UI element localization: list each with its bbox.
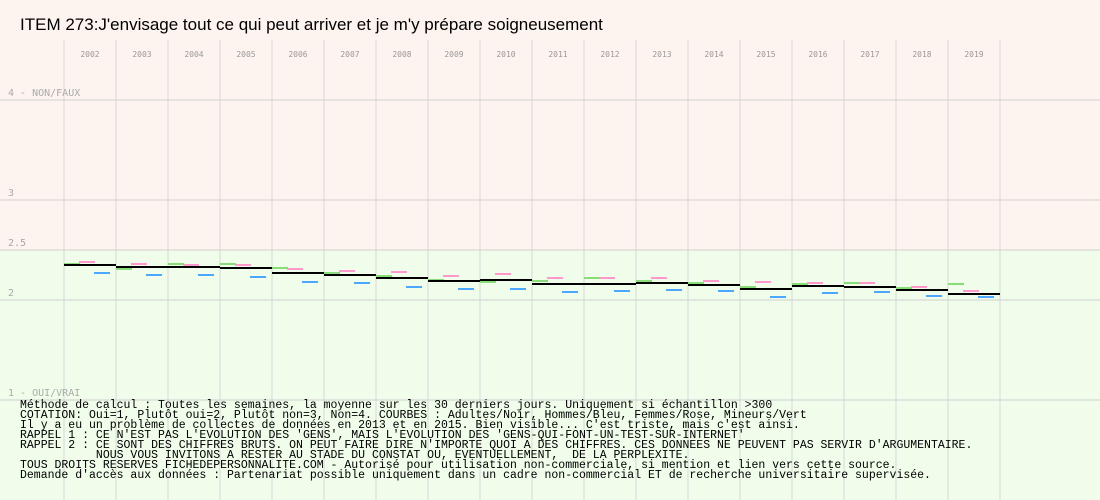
x-tick-label: 2012 bbox=[600, 50, 619, 59]
grid-lines bbox=[0, 40, 1100, 500]
y-tick-label: 4 - NON/FAUX bbox=[8, 88, 80, 99]
notes-block: Méthode de calcul : Toutes les semaines,… bbox=[20, 399, 1095, 482]
note-line: Demande d'accès aux données : Partenaria… bbox=[20, 469, 931, 482]
x-tick-label: 2008 bbox=[392, 50, 411, 59]
note-line: NOUS VOUS INVITONS A RESTER AU STADE DU … bbox=[20, 449, 690, 462]
zone-lower bbox=[0, 250, 1100, 500]
x-tick-label: 2003 bbox=[132, 50, 151, 59]
x-tick-label: 2013 bbox=[652, 50, 671, 59]
x-tick-label: 2002 bbox=[80, 50, 99, 59]
zone-upper bbox=[0, 0, 1100, 250]
y-tick-label: 3 bbox=[8, 188, 14, 199]
note-line: Il y a eu un problème de collectes de do… bbox=[20, 419, 800, 432]
x-tick-label: 2009 bbox=[444, 50, 463, 59]
y-tick-label: 1 - OUI/VRAI bbox=[8, 388, 80, 399]
x-tick-label: 2010 bbox=[496, 50, 515, 59]
note-line: RAPPEL 2 : CE SONT DES CHIFFRES BRUTS. O… bbox=[20, 439, 973, 452]
note-line: RAPPEL 1 : CE N'EST PAS L'EVOLUTION DES … bbox=[20, 429, 745, 442]
chart-marks bbox=[64, 261, 1000, 298]
y-tick-label: 2.5 bbox=[8, 238, 26, 249]
x-tick-label: 2015 bbox=[756, 50, 775, 59]
note-line: COTATION: Oui=1, Plutôt oui=2, Plutôt no… bbox=[20, 409, 807, 422]
x-tick-label: 2011 bbox=[548, 50, 567, 59]
x-tick-label: 2018 bbox=[912, 50, 931, 59]
x-tick-label: 2017 bbox=[860, 50, 879, 59]
note-line: Méthode de calcul : Toutes les semaines,… bbox=[20, 399, 773, 412]
y-axis-labels: 4 - NON/FAUX 3 2.5 2 1 - OUI/VRAI bbox=[8, 88, 80, 399]
y-tick-label: 2 bbox=[8, 288, 14, 299]
x-tick-label: 2004 bbox=[184, 50, 203, 59]
x-tick-label: 2007 bbox=[340, 50, 359, 59]
x-tick-label: 2014 bbox=[704, 50, 723, 59]
x-tick-label: 2006 bbox=[288, 50, 307, 59]
note-line: TOUS DROITS RESERVES FICHEDEPERSONNALITE… bbox=[20, 459, 897, 472]
x-tick-label: 2005 bbox=[236, 50, 255, 59]
chart-title: ITEM 273:J'envisage tout ce qui peut arr… bbox=[20, 15, 603, 34]
x-tick-label: 2019 bbox=[964, 50, 983, 59]
x-tick-label: 2016 bbox=[808, 50, 827, 59]
x-axis-labels: 2002 2003 2004 2005 2006 2007 2008 2009 2010 2011… bbox=[80, 50, 983, 59]
